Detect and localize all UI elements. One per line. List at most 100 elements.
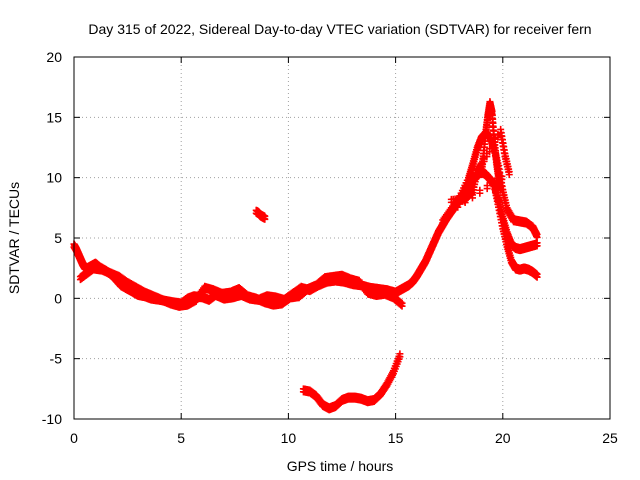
data-point <box>241 289 249 300</box>
data-point <box>489 123 497 134</box>
data-point <box>392 294 400 305</box>
data-points <box>70 98 541 414</box>
data-point <box>318 398 326 409</box>
data-point <box>356 278 364 289</box>
x-tick-label: 10 <box>281 430 297 446</box>
series-scatter-points <box>447 125 513 211</box>
data-point <box>361 284 369 295</box>
data-point <box>359 281 367 292</box>
data-point <box>285 293 293 304</box>
data-point <box>393 295 401 306</box>
data-point <box>464 176 472 187</box>
data-point <box>506 208 514 219</box>
y-tick-label: 5 <box>54 230 62 246</box>
data-point <box>296 290 304 301</box>
data-point <box>494 130 502 141</box>
data-point <box>509 213 517 224</box>
data-point <box>488 111 496 122</box>
data-point <box>355 276 363 287</box>
data-point <box>491 177 499 188</box>
x-tick-label: 5 <box>177 430 185 446</box>
data-point <box>389 368 397 379</box>
data-point <box>497 183 505 194</box>
y-axis-label: SDTVAR / TECUs <box>6 182 22 294</box>
data-point <box>236 285 244 296</box>
data-point <box>242 290 250 301</box>
x-tick-label: 25 <box>602 430 618 446</box>
data-point <box>468 187 476 198</box>
grid <box>74 57 610 419</box>
data-point <box>318 275 326 286</box>
data-point <box>396 350 404 361</box>
data-point <box>278 298 286 309</box>
data-point <box>302 285 310 296</box>
y-tick-label: 10 <box>46 170 62 186</box>
data-point <box>394 296 402 307</box>
data-point <box>312 280 320 291</box>
data-point <box>505 207 513 218</box>
data-point <box>489 119 497 130</box>
data-point <box>120 275 128 286</box>
data-point <box>200 284 208 295</box>
data-point <box>115 271 123 282</box>
y-tick-label: 15 <box>46 109 62 125</box>
data-point <box>282 295 290 306</box>
y-tick-label: -5 <box>50 351 63 367</box>
data-point <box>121 276 129 287</box>
data-point <box>314 393 322 404</box>
x-axis-label: GPS time / hours <box>287 458 394 474</box>
data-point <box>240 288 248 299</box>
data-point <box>491 135 499 146</box>
data-point <box>320 274 328 285</box>
y-tick-label: 0 <box>54 290 62 306</box>
data-point <box>261 212 269 223</box>
data-point <box>300 287 308 298</box>
data-point <box>508 212 516 223</box>
data-point <box>283 295 291 306</box>
data-point <box>533 239 541 250</box>
data-point <box>313 392 321 403</box>
data-point <box>315 278 323 289</box>
data-point <box>119 274 127 285</box>
data-point <box>294 285 302 296</box>
data-point <box>313 279 321 290</box>
data-point <box>483 182 491 193</box>
data-point <box>238 286 246 297</box>
x-tick-label: 20 <box>495 430 511 446</box>
chart-title: Day 315 of 2022, Sidereal Day-to-day VTE… <box>88 21 591 37</box>
data-point <box>505 168 513 179</box>
data-point <box>389 292 397 303</box>
data-point <box>291 287 299 298</box>
data-point <box>503 204 511 215</box>
data-point <box>295 291 303 302</box>
data-point <box>468 191 476 202</box>
series-secondary-band <box>76 263 406 311</box>
data-point <box>504 205 512 216</box>
data-point <box>360 282 368 293</box>
data-point <box>316 396 324 407</box>
data-point <box>480 154 488 165</box>
data-point <box>284 294 292 305</box>
data-point <box>299 288 307 299</box>
data-point <box>533 270 541 281</box>
data-point <box>279 297 287 308</box>
data-point <box>483 150 491 161</box>
data-point <box>391 293 399 304</box>
data-point <box>295 284 303 295</box>
data-point <box>358 279 366 290</box>
data-point <box>316 277 324 288</box>
data-point <box>315 394 323 405</box>
data-point <box>490 127 498 138</box>
y-tick-label: 20 <box>46 49 62 65</box>
data-point <box>122 277 130 288</box>
y-tick-label: -10 <box>42 411 62 427</box>
data-point <box>280 296 288 307</box>
data-point <box>312 391 320 402</box>
data-point <box>488 107 496 118</box>
data-point <box>476 186 484 197</box>
data-point <box>363 286 371 297</box>
x-tick-label: 15 <box>388 430 404 446</box>
data-point <box>239 287 247 298</box>
data-point <box>336 396 344 407</box>
